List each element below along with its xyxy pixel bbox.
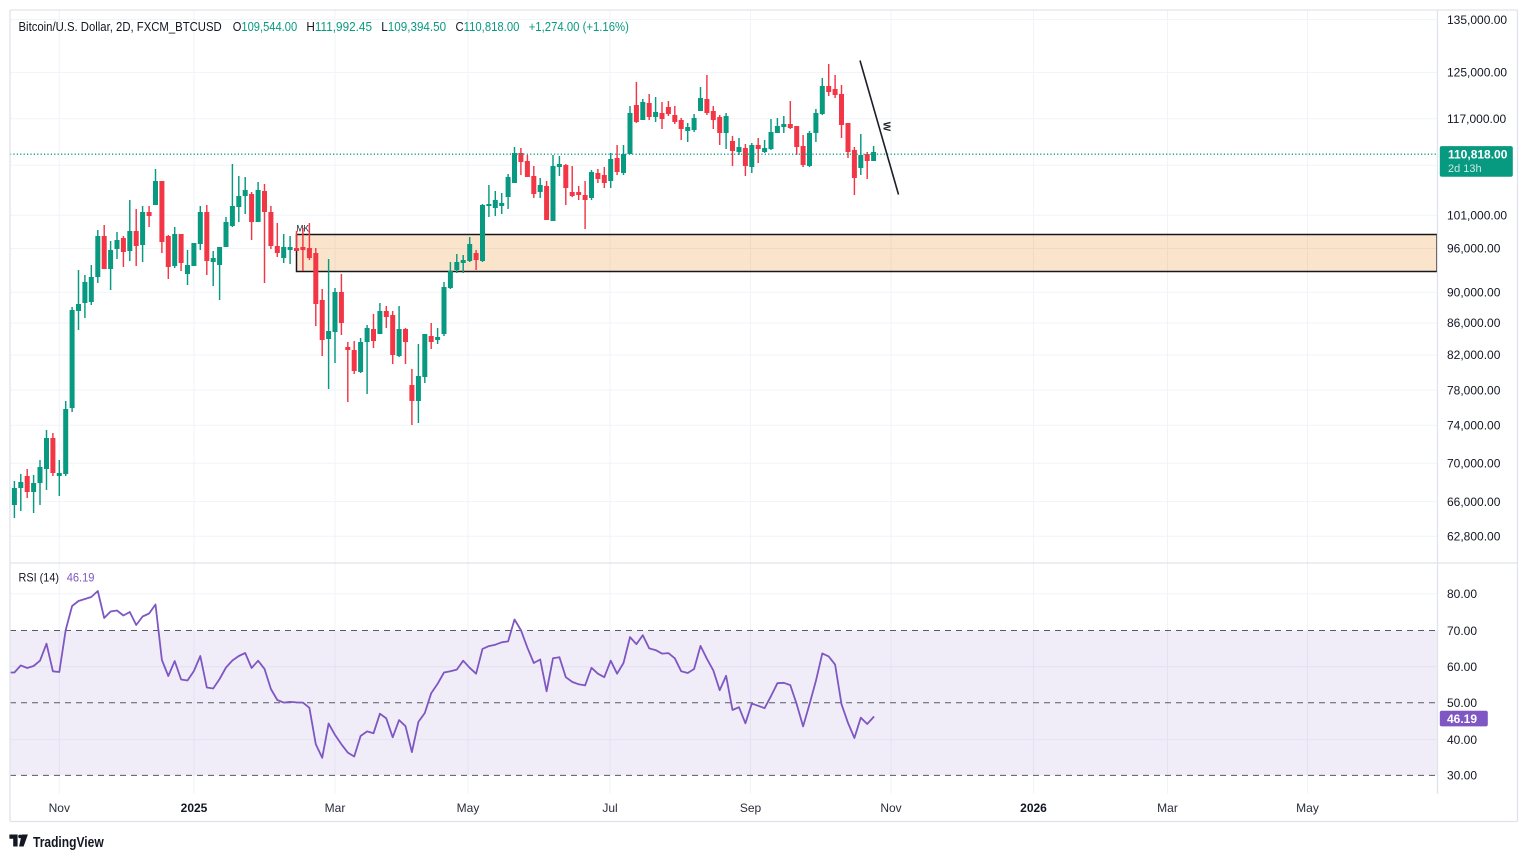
- svg-text:Mar: Mar: [1157, 801, 1178, 815]
- svg-text:90,000.00: 90,000.00: [1447, 285, 1501, 299]
- svg-text:Jul: Jul: [602, 801, 617, 815]
- svg-text:80.00: 80.00: [1447, 587, 1477, 601]
- svg-text:70.00: 70.00: [1447, 624, 1477, 638]
- svg-text:40.00: 40.00: [1447, 733, 1477, 747]
- svg-text:96,000.00: 96,000.00: [1447, 242, 1501, 256]
- svg-text:W: W: [881, 122, 892, 132]
- svg-text:50.00: 50.00: [1447, 696, 1477, 710]
- svg-text:Nov: Nov: [49, 801, 70, 815]
- svg-text:82,000.00: 82,000.00: [1447, 348, 1501, 362]
- svg-text:May: May: [457, 801, 480, 815]
- svg-text:H111,992.45: H111,992.45: [306, 20, 372, 34]
- svg-text:TradingView: TradingView: [33, 835, 104, 851]
- svg-text:RSI (14): RSI (14): [19, 571, 60, 585]
- svg-text:Nov: Nov: [880, 801, 901, 815]
- svg-text:May: May: [1296, 801, 1319, 815]
- svg-text:62,800.00: 62,800.00: [1447, 529, 1501, 543]
- svg-text:110,818.00: 110,818.00: [1448, 147, 1508, 161]
- svg-text:Bitcoin/U.S. Dollar, 2D, FXCM_: Bitcoin/U.S. Dollar, 2D, FXCM_BTCUSD: [19, 20, 222, 34]
- svg-text:66,000.00: 66,000.00: [1447, 495, 1501, 509]
- svg-text:30.00: 30.00: [1447, 769, 1477, 783]
- svg-text:135,000.00: 135,000.00: [1447, 13, 1507, 27]
- svg-text:C110,818.00: C110,818.00: [456, 20, 520, 34]
- svg-text:2d 13h: 2d 13h: [1448, 163, 1482, 175]
- svg-text:46.19: 46.19: [67, 571, 95, 585]
- svg-text:78,000.00: 78,000.00: [1447, 383, 1501, 397]
- svg-text:101,000.00: 101,000.00: [1447, 209, 1507, 223]
- svg-text:46.19: 46.19: [1447, 712, 1477, 726]
- svg-text:Sep: Sep: [740, 801, 762, 815]
- svg-text:+1,274.00 (+1.16%): +1,274.00 (+1.16%): [529, 20, 629, 34]
- svg-text:2026: 2026: [1020, 801, 1047, 815]
- svg-text:60.00: 60.00: [1447, 660, 1477, 674]
- svg-text:2025: 2025: [181, 801, 208, 815]
- svg-text:125,000.00: 125,000.00: [1447, 66, 1507, 80]
- svg-text:70,000.00: 70,000.00: [1447, 456, 1501, 470]
- svg-text:O109,544.00: O109,544.00: [233, 20, 298, 34]
- svg-text:117,000.00: 117,000.00: [1447, 112, 1506, 126]
- svg-text:Mar: Mar: [325, 801, 346, 815]
- svg-text:86,000.00: 86,000.00: [1447, 316, 1501, 330]
- svg-text:L109,394.50: L109,394.50: [381, 20, 446, 34]
- svg-text:74,000.00: 74,000.00: [1447, 419, 1501, 433]
